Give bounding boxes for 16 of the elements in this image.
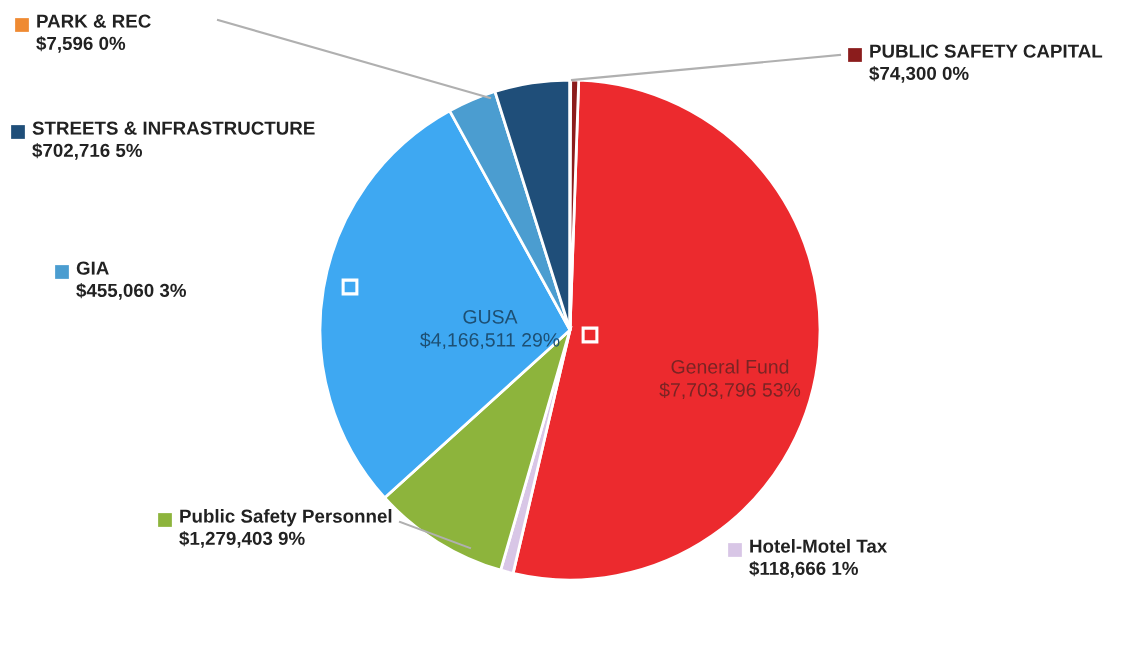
legend-label: PARK & REC [37,14,151,28]
data-label: $74,300 0% [869,65,969,83]
slice-label: GUSA [463,309,518,324]
legend-label: PUBLIC SAFETY CAPITAL [870,44,1103,58]
data-label: $455,060 3% [76,282,187,300]
legend-label: Public Safety Personnel [180,509,392,527]
data-label: $7,703,796 53% [659,382,801,400]
slice-label: General Fund [671,359,789,374]
data-label: $702,716 5% [32,142,143,160]
legend-label: GIA [76,261,109,275]
data-label: $1,279,403 9% [179,530,305,548]
data-label: $4,166,511 29% [420,332,560,350]
data-label: $7,596 0% [36,35,126,53]
legend-label: STREETS & INFRASTRUCTURE [32,121,315,135]
legend-label: Hotel-Motel Tax [750,539,888,553]
data-label: $118,666 1% [749,560,858,578]
